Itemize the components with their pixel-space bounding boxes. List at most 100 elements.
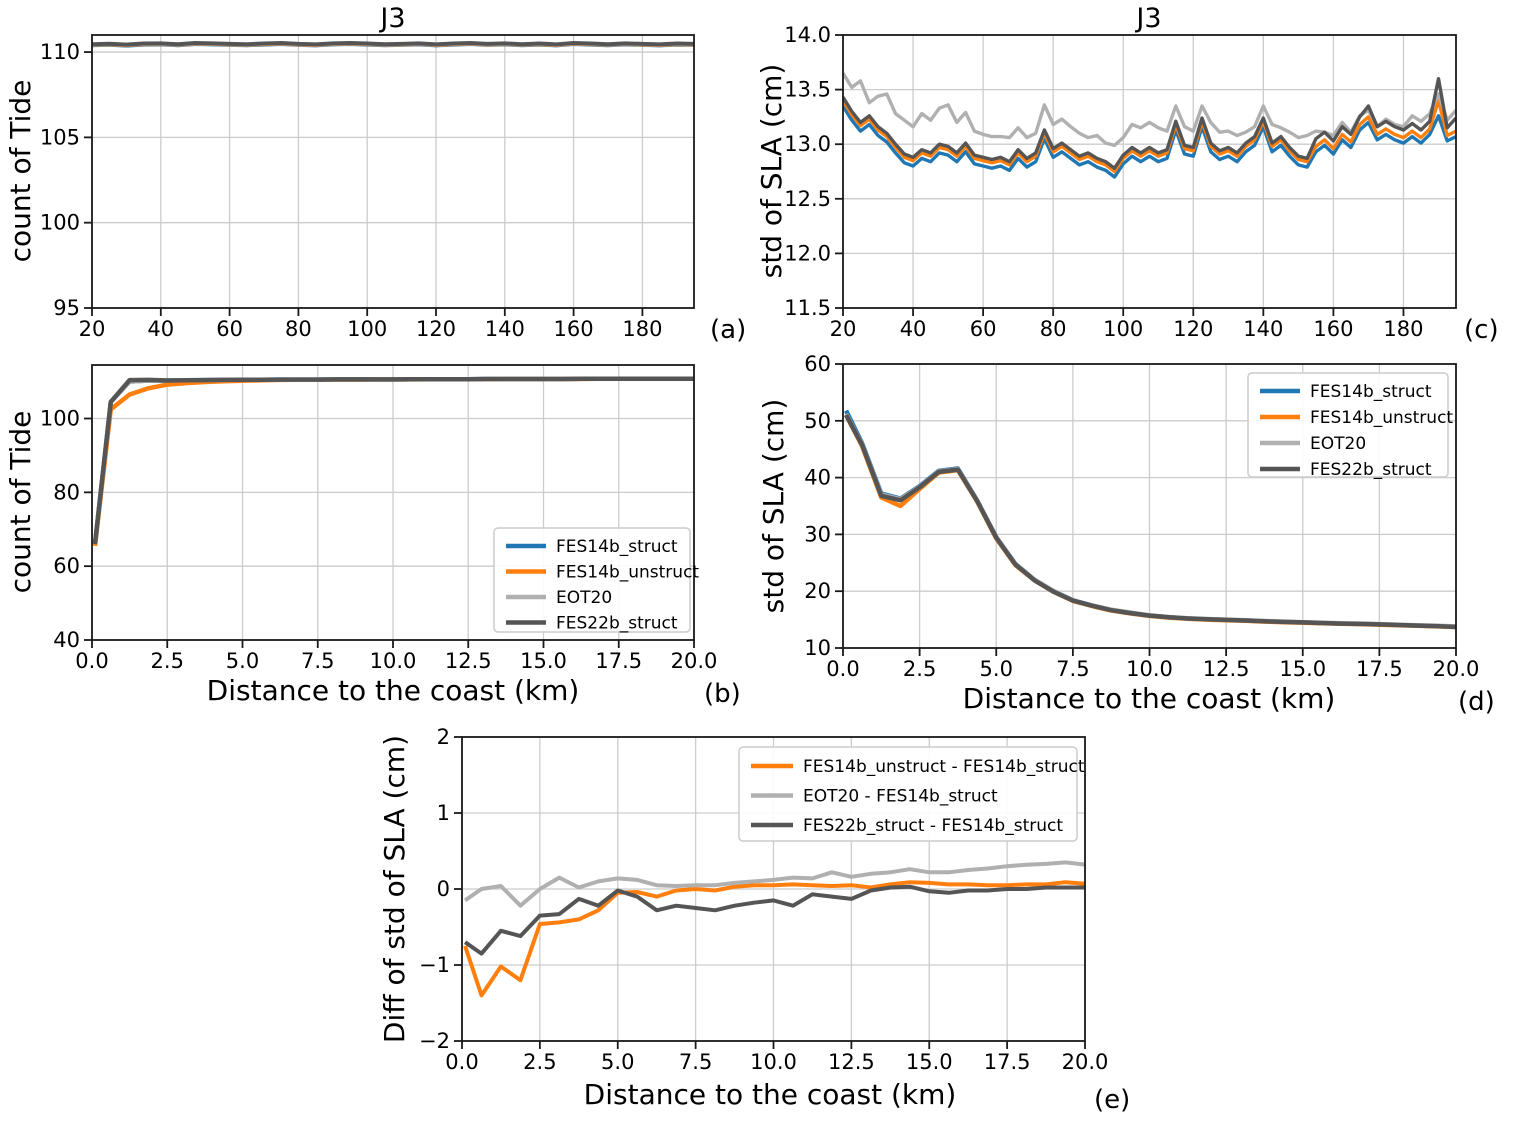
x-tick-label: 0.0 — [445, 1050, 478, 1074]
x-tick-label: 17.5 — [1356, 657, 1403, 681]
legend-b: FES14b_struct FES14b_unstruct EOT20 FES22b_… — [493, 527, 699, 634]
axes-spines — [91, 34, 695, 309]
legend-box — [493, 527, 691, 633]
x-tick-label: 160 — [554, 317, 594, 341]
y-tick-label: 80 — [53, 480, 80, 504]
x-tick-label: 100 — [1103, 317, 1143, 341]
x-tick-label: 80 — [1040, 317, 1067, 341]
y-axis-label: count of Tide — [4, 80, 37, 263]
y-tick-label: 100 — [40, 211, 80, 235]
series-group-a — [92, 41, 694, 48]
series-line-fes14b-unstruct — [843, 98, 1456, 174]
x-tick-label: 60 — [216, 317, 243, 341]
y-tick-label: 10 — [804, 636, 831, 660]
series-line-eot20-fes14b-struct — [463, 860, 1085, 908]
x-tick-label: 40 — [900, 317, 927, 341]
x-tick-label: 15.0 — [1279, 657, 1326, 681]
y-axis-label: std of SLA (cm) — [755, 64, 788, 279]
panel-corner-label: (a) — [710, 315, 746, 345]
legend-label: FES22b_struct — [556, 614, 678, 634]
y-tick-label: 14.0 — [784, 23, 831, 47]
grid-a — [91, 35, 694, 309]
series-group-e — [463, 860, 1085, 998]
y-tick-label: 0 — [437, 877, 450, 901]
y-tick-label: 95 — [53, 296, 80, 320]
panel-a: 20 40 60 80 100 120 140 160 180 95 100 105 110 J3 coun… — [4, 3, 746, 345]
x-tick-label: 60 — [970, 317, 997, 341]
x-tick-label: 10.0 — [750, 1050, 797, 1074]
panel-b: 0.0 2.5 5.0 7.5 10.0 12.5 15.0 17.5 20.0 40 60 80 10… — [4, 364, 741, 709]
y-axis-label: Diff of std of SLA (cm) — [378, 735, 411, 1043]
y-axis-label: count of Tide — [4, 411, 37, 594]
y-tick-label: 2 — [437, 725, 450, 749]
x-tick-label: 2.5 — [151, 649, 184, 673]
legend-box — [738, 746, 1078, 842]
x-tick-label: 12.5 — [828, 1050, 875, 1074]
legend-label: FES14b_struct — [556, 537, 678, 557]
x-tick-label: 80 — [285, 317, 312, 341]
x-tick-label: 20.0 — [1433, 657, 1480, 681]
x-tick-label: 5.0 — [980, 657, 1013, 681]
panel-e: 0.0 2.5 5.0 7.5 10.0 12.5 15.0 17.5 20.0 −2 −1 0 1 2 D… — [378, 725, 1130, 1115]
y-tick-label: 40 — [53, 628, 80, 652]
x-tick-label: 40 — [147, 317, 174, 341]
y-tick-label: 12.0 — [784, 241, 831, 265]
panel-title: J3 — [1134, 3, 1161, 34]
x-tick-label: 0.0 — [826, 657, 859, 681]
ticks-b: 0.0 2.5 5.0 7.5 10.0 12.5 15.0 17.5 20.0 40 60 80 10… — [40, 407, 717, 673]
y-tick-label: 110 — [40, 40, 80, 64]
y-tick-label: 40 — [804, 466, 831, 490]
axes-spines — [842, 34, 1457, 309]
x-tick-label: 10.0 — [1126, 657, 1173, 681]
x-axis-label: Distance to the coast (km) — [207, 674, 580, 707]
panel-corner-label: (c) — [1464, 315, 1499, 345]
y-tick-label: 60 — [53, 554, 80, 578]
legend-label: EOT20 — [1310, 434, 1366, 454]
y-tick-label: −1 — [419, 953, 450, 977]
series-group-c — [843, 72, 1456, 179]
x-tick-label: 0.0 — [75, 649, 108, 673]
x-axis-label: Distance to the coast (km) — [584, 1078, 957, 1111]
y-tick-label: 105 — [40, 125, 80, 149]
legend-e: FES14b_unstruct - FES14b_struct EOT20 - F… — [738, 746, 1085, 842]
x-tick-label: 20 — [79, 317, 106, 341]
y-axis-label: std of SLA (cm) — [757, 399, 790, 614]
x-tick-label: 140 — [485, 317, 525, 341]
legend-label: FES22b_struct - FES14b_struct — [803, 816, 1063, 836]
x-tick-label: 15.0 — [520, 649, 567, 673]
legend-label: EOT20 - FES14b_struct — [803, 787, 998, 807]
y-tick-label: 50 — [804, 409, 831, 433]
y-tick-label: 100 — [40, 407, 80, 431]
series-line-fes14b-struct — [843, 105, 1456, 179]
y-tick-label: 12.5 — [784, 187, 831, 211]
series-line-eot20 — [92, 376, 694, 545]
y-tick-label: 60 — [804, 352, 831, 376]
series-line-fes22b-struct — [92, 41, 694, 47]
grid-c — [842, 34, 1456, 309]
panel-corner-label: (d) — [1458, 687, 1495, 717]
y-tick-label: −2 — [419, 1029, 450, 1053]
x-tick-label: 180 — [622, 317, 662, 341]
x-tick-label: 160 — [1313, 317, 1353, 341]
x-tick-label: 17.5 — [595, 649, 642, 673]
x-tick-label: 20.0 — [671, 649, 718, 673]
series-group-b — [92, 376, 694, 547]
legend-label: EOT20 — [556, 588, 612, 608]
x-tick-label: 7.5 — [301, 649, 334, 673]
legend-label: FES14b_unstruct - FES14b_struct — [803, 757, 1085, 777]
x-tick-label: 7.5 — [679, 1050, 712, 1074]
panel-corner-label: (e) — [1094, 1085, 1130, 1115]
x-tick-label: 180 — [1383, 317, 1423, 341]
series-line-fes22b-struct — [844, 414, 1456, 630]
x-tick-label: 17.5 — [984, 1050, 1031, 1074]
series-line-fes14b-unstruct-fes14b-struct — [463, 880, 1085, 998]
x-tick-label: 2.5 — [903, 657, 936, 681]
y-tick-label: 13.0 — [784, 132, 831, 156]
x-tick-label: 5.0 — [226, 649, 259, 673]
x-tick-label: 12.5 — [1203, 657, 1250, 681]
series-line-fes22b-struct-fes14b-struct — [463, 884, 1085, 956]
x-tick-label: 20.0 — [1062, 1050, 1109, 1074]
legend-d: FES14b_struct FES14b_unstruct EOT20 FES22b_… — [1247, 372, 1453, 480]
